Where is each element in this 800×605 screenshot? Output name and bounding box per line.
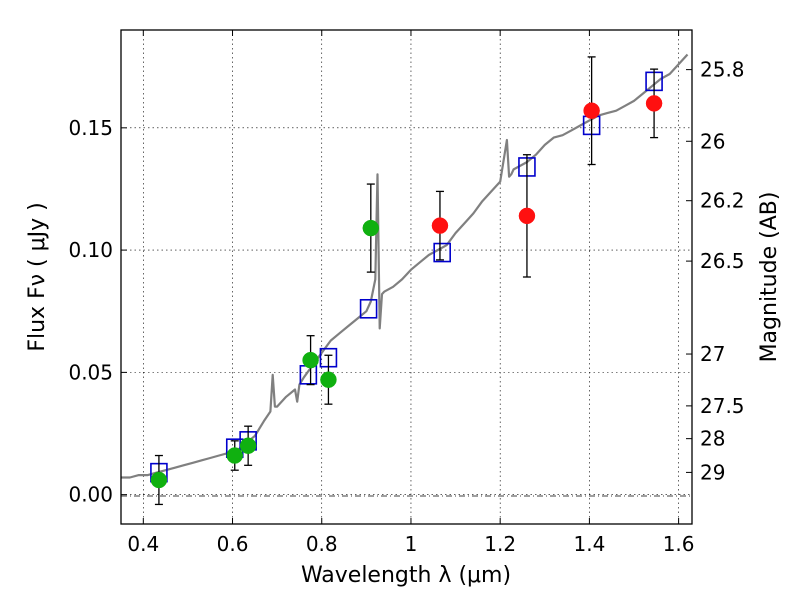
nir-point — [518, 207, 536, 225]
spectrum-line — [121, 53, 689, 479]
right-tick-label: 26.2 — [700, 189, 745, 213]
y-tick-label: 0.00 — [68, 483, 113, 507]
optical-point — [362, 219, 380, 237]
optical-point — [239, 437, 257, 454]
x-tick-label: 0.6 — [217, 532, 249, 556]
right-tick-label: 25.8 — [700, 58, 745, 82]
model-box — [359, 298, 378, 319]
optical-point — [150, 471, 168, 489]
y-tick-label: 0.10 — [68, 238, 113, 262]
model-box — [433, 242, 451, 263]
y-axis-ticks: 0.00 0.05 0.10 0.15 — [68, 116, 127, 507]
right-tick-label: 27 — [700, 342, 725, 366]
optical-point — [226, 447, 244, 464]
x-axis-label: Wavelength λ (μm) — [301, 563, 511, 588]
y-tick-label: 0.15 — [68, 116, 113, 140]
nir-point — [645, 95, 663, 112]
x-tick-label: 1.2 — [484, 532, 516, 556]
x-axis-ticks: 0.4 0.6 0.8 1 1.2 1.4 1.6 — [127, 30, 695, 556]
x-tick-label: 1.4 — [573, 532, 605, 556]
optical-point — [320, 371, 337, 388]
plot-frame — [120, 29, 693, 525]
y-axis-label: Flux Fν ( μJy ) — [25, 202, 50, 351]
x-tick-label: 0.8 — [306, 532, 338, 556]
model-boxes — [150, 71, 663, 483]
data-points — [150, 95, 663, 489]
right-tick-label: 29 — [700, 460, 725, 484]
y-tick-label: 0.05 — [68, 360, 113, 384]
gridlines — [121, 30, 692, 524]
nir-point — [431, 217, 449, 234]
right-axis-label: Magnitude (AB) — [757, 192, 782, 363]
right-tick-label: 27.5 — [700, 394, 745, 418]
spectrum — [121, 53, 689, 479]
nir-point — [583, 102, 600, 119]
right-tick-label: 26.5 — [700, 249, 745, 273]
x-tick-label: 1 — [405, 532, 418, 556]
optical-point — [302, 351, 319, 369]
x-tick-label: 1.6 — [663, 532, 695, 556]
right-tick-label: 28 — [700, 427, 725, 451]
right-tick-label: 26 — [700, 129, 725, 153]
right-axis-ticks: 25.8 26 26.2 26.5 27 27.5 28 29 — [686, 58, 745, 484]
x-tick-label: 0.4 — [127, 532, 159, 556]
